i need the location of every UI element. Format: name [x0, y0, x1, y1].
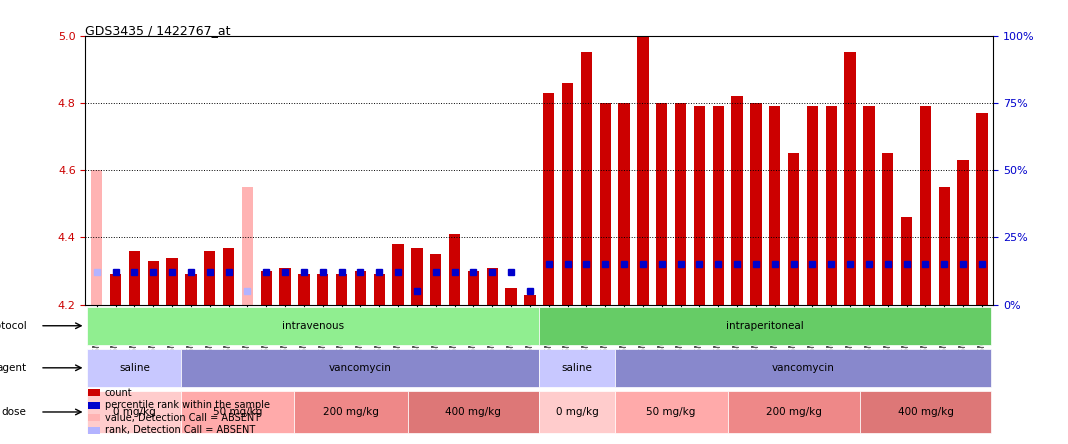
Bar: [223, 247, 234, 305]
Bar: [675, 103, 687, 305]
Bar: [901, 217, 912, 305]
Text: value, Detection Call = ABSENT: value, Detection Call = ABSENT: [105, 413, 260, 423]
Text: rank, Detection Call = ABSENT: rank, Detection Call = ABSENT: [105, 425, 255, 435]
Bar: [374, 274, 384, 305]
Text: percentile rank within the sample: percentile rank within the sample: [105, 400, 269, 410]
Text: protocol: protocol: [0, 321, 27, 331]
Bar: [280, 268, 290, 305]
Bar: [599, 103, 611, 305]
Text: saline: saline: [562, 363, 593, 373]
FancyBboxPatch shape: [615, 391, 727, 433]
Bar: [91, 170, 103, 305]
Bar: [939, 187, 949, 305]
Bar: [712, 106, 724, 305]
FancyBboxPatch shape: [615, 349, 991, 387]
FancyBboxPatch shape: [539, 307, 991, 345]
Text: 200 mg/kg: 200 mg/kg: [766, 407, 821, 417]
FancyBboxPatch shape: [88, 307, 539, 345]
Text: 400 mg/kg: 400 mg/kg: [897, 407, 954, 417]
Bar: [336, 274, 347, 305]
Bar: [430, 254, 441, 305]
Bar: [392, 244, 404, 305]
FancyBboxPatch shape: [727, 391, 860, 433]
Bar: [544, 93, 554, 305]
Bar: [562, 83, 574, 305]
Bar: [882, 153, 894, 305]
FancyBboxPatch shape: [539, 391, 615, 433]
Bar: [957, 160, 969, 305]
Bar: [147, 261, 159, 305]
Bar: [826, 106, 837, 305]
Text: GDS3435 / 1422767_at: GDS3435 / 1422767_at: [85, 24, 231, 37]
Text: intravenous: intravenous: [282, 321, 344, 331]
Bar: [656, 103, 668, 305]
Bar: [751, 103, 761, 305]
Text: count: count: [105, 388, 132, 398]
Text: saline: saline: [119, 363, 150, 373]
Text: 0 mg/kg: 0 mg/kg: [113, 407, 156, 417]
Bar: [298, 274, 310, 305]
Bar: [261, 271, 272, 305]
Bar: [806, 106, 818, 305]
Bar: [449, 234, 460, 305]
Bar: [524, 295, 535, 305]
Bar: [863, 106, 875, 305]
Text: vancomycin: vancomycin: [771, 363, 834, 373]
Text: 50 mg/kg: 50 mg/kg: [214, 407, 263, 417]
FancyBboxPatch shape: [182, 391, 295, 433]
FancyBboxPatch shape: [539, 349, 615, 387]
Text: dose: dose: [1, 407, 27, 417]
FancyBboxPatch shape: [860, 391, 991, 433]
Text: 400 mg/kg: 400 mg/kg: [445, 407, 501, 417]
Bar: [694, 106, 705, 305]
Bar: [317, 274, 328, 305]
Bar: [920, 106, 931, 305]
Bar: [732, 96, 742, 305]
FancyBboxPatch shape: [88, 391, 182, 433]
Bar: [110, 274, 122, 305]
Bar: [638, 36, 648, 305]
Text: agent: agent: [0, 363, 27, 373]
Bar: [355, 271, 366, 305]
Bar: [769, 106, 781, 305]
Bar: [976, 113, 988, 305]
Bar: [487, 268, 498, 305]
Bar: [505, 288, 517, 305]
Bar: [204, 251, 216, 305]
FancyBboxPatch shape: [88, 349, 182, 387]
Bar: [185, 274, 197, 305]
Text: 50 mg/kg: 50 mg/kg: [646, 407, 696, 417]
Bar: [241, 187, 253, 305]
Text: intraperitoneal: intraperitoneal: [726, 321, 804, 331]
Bar: [468, 271, 480, 305]
Text: 200 mg/kg: 200 mg/kg: [323, 407, 379, 417]
FancyBboxPatch shape: [295, 391, 408, 433]
Bar: [129, 251, 140, 305]
Text: 0 mg/kg: 0 mg/kg: [555, 407, 598, 417]
Bar: [581, 52, 592, 305]
Bar: [167, 258, 177, 305]
FancyBboxPatch shape: [408, 391, 539, 433]
Bar: [788, 153, 799, 305]
Bar: [845, 52, 855, 305]
FancyBboxPatch shape: [182, 349, 539, 387]
Bar: [618, 103, 630, 305]
Bar: [411, 247, 423, 305]
Text: vancomycin: vancomycin: [329, 363, 392, 373]
